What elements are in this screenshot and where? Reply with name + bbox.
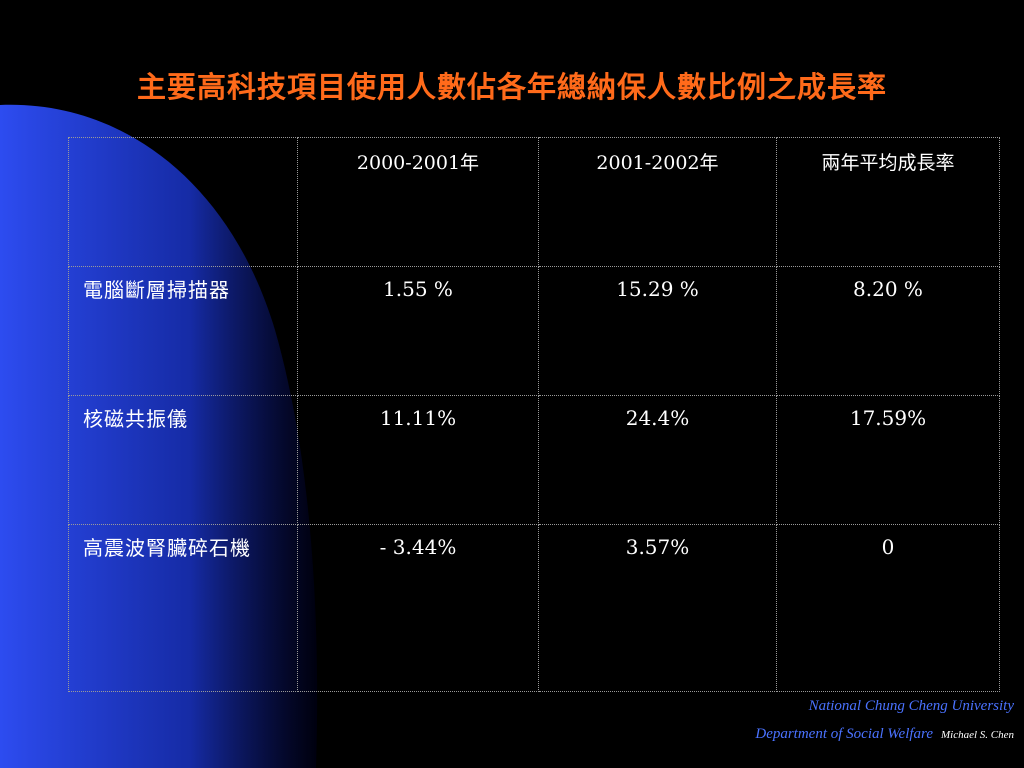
- table-header-2000-2001: 2000-2001年: [297, 137, 539, 267]
- table-header-row: 2000-2001年 2001-2002年 兩年平均成長率: [68, 137, 1000, 267]
- table-cell: 11.11%: [297, 395, 539, 525]
- table-cell: 3.57%: [538, 524, 777, 692]
- table-header-empty: [68, 137, 298, 267]
- table-cell: - 3.44%: [297, 524, 539, 692]
- footer-department: Department of Social Welfare: [755, 726, 933, 742]
- table-cell: 24.4%: [538, 395, 777, 525]
- table-header-2001-2002: 2001-2002年: [538, 137, 777, 267]
- table-header-average-growth: 兩年平均成長率: [776, 137, 1000, 267]
- slide-title: 主要高科技項目使用人數佔各年總納保人數比例之成長率: [136, 70, 887, 104]
- data-table: 2000-2001年 2001-2002年 兩年平均成長率 電腦斷層掃描器 1.…: [68, 137, 1000, 692]
- table-cell: 17.59%: [776, 395, 1000, 525]
- footer-author: Michael S. Chen: [940, 729, 1014, 741]
- row-label-mri: 核磁共振儀: [68, 395, 298, 525]
- footer-department-row: Department of Social Welfare Michael S. …: [755, 726, 1014, 743]
- table-cell: 8.20 %: [776, 266, 1000, 396]
- row-label-eswl: 高震波腎臟碎石機: [68, 524, 298, 692]
- table-cell: 0: [776, 524, 1000, 692]
- table-cell: 15.29 %: [538, 266, 777, 396]
- footer-university: National Chung Cheng University: [808, 698, 1014, 714]
- row-label-ct-scanner: 電腦斷層掃描器: [68, 266, 298, 396]
- table-row: 電腦斷層掃描器 1.55 % 15.29 % 8.20 %: [68, 266, 1000, 396]
- table-row: 核磁共振儀 11.11% 24.4% 17.59%: [68, 395, 1000, 525]
- table-row: 高震波腎臟碎石機 - 3.44% 3.57% 0: [68, 524, 1000, 692]
- table-cell: 1.55 %: [297, 266, 539, 396]
